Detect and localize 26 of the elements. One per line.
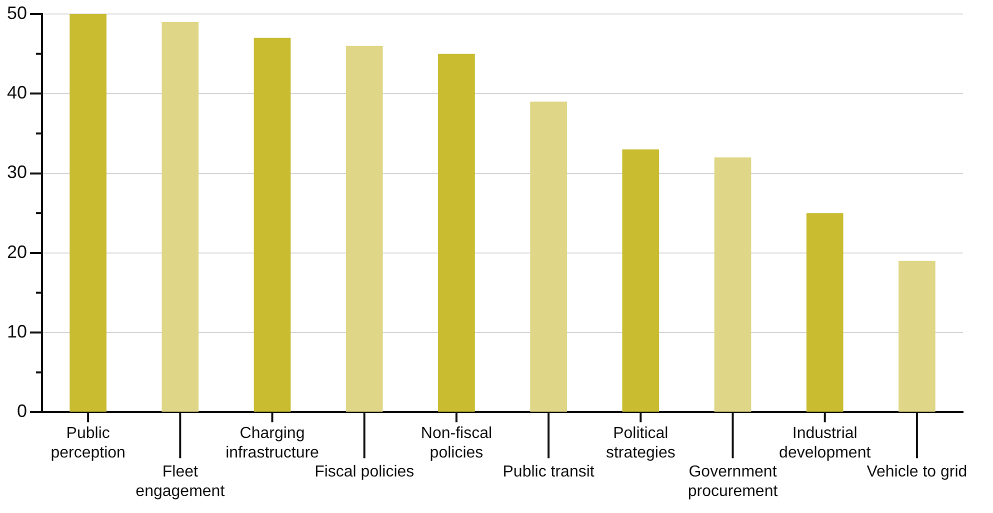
y-tick-label: 50 bbox=[6, 2, 28, 23]
x-tick-label: Government procurement bbox=[688, 464, 778, 500]
bar bbox=[346, 46, 383, 412]
y-tick-label: 10 bbox=[6, 322, 28, 342]
x-tick-label: Public transit bbox=[502, 464, 595, 481]
bar bbox=[254, 38, 291, 412]
y-tick-label: 40 bbox=[6, 82, 28, 103]
bar bbox=[530, 102, 567, 412]
x-tick-label: Non-fiscal policies bbox=[420, 425, 492, 462]
bar bbox=[162, 22, 199, 412]
x-tick-label: Fiscal policies bbox=[314, 464, 414, 481]
bar bbox=[806, 213, 844, 412]
bar bbox=[70, 14, 106, 412]
y-tick-label: 20 bbox=[6, 242, 28, 262]
x-tick-label: Political strategies bbox=[606, 425, 676, 462]
x-tick-label: Vehicle to grid bbox=[866, 464, 968, 481]
bar bbox=[622, 149, 660, 412]
x-tick-label: Fleet engagement bbox=[136, 464, 226, 500]
y-tick-label: 30 bbox=[6, 162, 28, 182]
y-tick-label: 0 bbox=[17, 401, 28, 422]
x-tick-label: Industrial development bbox=[779, 425, 872, 462]
bar bbox=[438, 54, 475, 412]
x-tick-label: Charging infrastructure bbox=[226, 425, 320, 462]
bar bbox=[898, 260, 936, 412]
x-tick-label: Public perception bbox=[50, 425, 126, 462]
bar bbox=[714, 157, 752, 412]
